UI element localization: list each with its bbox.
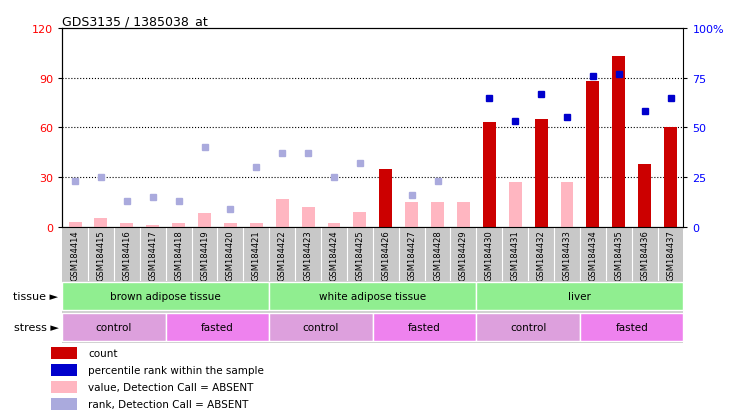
Text: GSM184422: GSM184422 xyxy=(278,230,287,280)
Bar xyxy=(483,123,496,227)
Text: percentile rank within the sample: percentile rank within the sample xyxy=(88,365,265,375)
Bar xyxy=(586,82,599,227)
Text: GSM184423: GSM184423 xyxy=(303,230,313,280)
Bar xyxy=(198,214,211,227)
Bar xyxy=(664,128,677,227)
Text: fasted: fasted xyxy=(408,322,441,332)
Text: GSM184429: GSM184429 xyxy=(459,230,468,280)
Bar xyxy=(405,202,418,227)
Text: GSM184427: GSM184427 xyxy=(407,230,416,280)
Text: rank, Detection Call = ABSENT: rank, Detection Call = ABSENT xyxy=(88,399,249,409)
Bar xyxy=(69,222,82,227)
Text: fasted: fasted xyxy=(616,322,648,332)
Bar xyxy=(379,169,393,227)
Text: GSM184414: GSM184414 xyxy=(71,230,80,280)
Text: GSM184418: GSM184418 xyxy=(174,230,183,280)
Bar xyxy=(121,224,133,227)
Text: tissue ►: tissue ► xyxy=(13,291,58,301)
Bar xyxy=(51,347,77,358)
Text: liver: liver xyxy=(569,291,591,301)
Bar xyxy=(250,224,262,227)
Text: GSM184431: GSM184431 xyxy=(511,230,520,280)
Bar xyxy=(457,202,470,227)
Text: value, Detection Call = ABSENT: value, Detection Call = ABSENT xyxy=(88,382,254,392)
Bar xyxy=(302,207,314,227)
Text: GSM184434: GSM184434 xyxy=(588,230,597,280)
Bar xyxy=(224,224,237,227)
Text: GSM184419: GSM184419 xyxy=(200,230,209,280)
Text: GSM184428: GSM184428 xyxy=(433,230,442,280)
Text: GDS3135 / 1385038_at: GDS3135 / 1385038_at xyxy=(62,15,208,28)
Text: brown adipose tissue: brown adipose tissue xyxy=(110,291,221,301)
Bar xyxy=(62,282,269,310)
Bar xyxy=(353,212,366,227)
Bar xyxy=(62,313,166,341)
Bar xyxy=(509,183,522,227)
Bar xyxy=(146,225,159,227)
Bar xyxy=(51,381,77,393)
Text: GSM184436: GSM184436 xyxy=(640,230,649,280)
Text: stress ►: stress ► xyxy=(14,322,58,332)
Text: control: control xyxy=(96,322,132,332)
Bar xyxy=(173,224,185,227)
Bar xyxy=(534,120,548,227)
Text: control: control xyxy=(303,322,339,332)
Text: GSM184420: GSM184420 xyxy=(226,230,235,280)
Text: GSM184421: GSM184421 xyxy=(251,230,261,280)
Bar xyxy=(580,313,683,341)
Bar xyxy=(269,313,373,341)
Bar xyxy=(561,183,573,227)
Text: GSM184433: GSM184433 xyxy=(562,230,572,280)
Bar xyxy=(276,199,289,227)
Text: white adipose tissue: white adipose tissue xyxy=(319,291,426,301)
Text: fasted: fasted xyxy=(201,322,234,332)
Text: GSM184416: GSM184416 xyxy=(122,230,132,280)
Bar xyxy=(51,398,77,410)
Bar xyxy=(269,282,477,310)
Bar xyxy=(327,224,341,227)
Text: GSM184425: GSM184425 xyxy=(355,230,364,280)
Text: GSM184430: GSM184430 xyxy=(485,230,494,280)
Bar xyxy=(638,164,651,227)
Text: count: count xyxy=(88,348,118,358)
Bar xyxy=(373,313,477,341)
Text: GSM184415: GSM184415 xyxy=(96,230,105,280)
Text: control: control xyxy=(510,322,546,332)
Text: GSM184426: GSM184426 xyxy=(382,230,390,280)
Bar xyxy=(166,313,269,341)
Bar xyxy=(613,57,625,227)
Bar xyxy=(477,282,683,310)
Text: GSM184432: GSM184432 xyxy=(537,230,545,280)
Text: GSM184417: GSM184417 xyxy=(148,230,157,280)
Bar xyxy=(477,313,580,341)
Text: GSM184424: GSM184424 xyxy=(330,230,338,280)
Bar xyxy=(431,202,444,227)
Bar xyxy=(94,219,107,227)
Text: GSM184437: GSM184437 xyxy=(666,230,675,280)
Bar xyxy=(51,364,77,376)
Text: GSM184435: GSM184435 xyxy=(614,230,624,280)
